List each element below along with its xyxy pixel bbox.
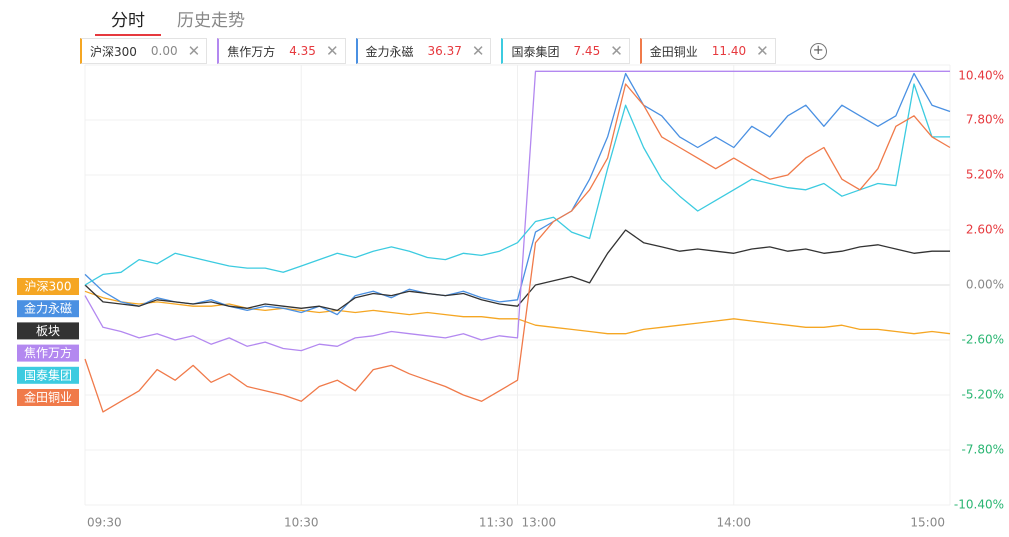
y-tick-label: 7.80% — [966, 113, 1004, 127]
x-tick-label: 15:00 — [910, 516, 945, 530]
y-tick-label: 0.00% — [966, 278, 1004, 292]
legend-name: 沪深300 — [90, 44, 137, 59]
close-icon[interactable]: ✕ — [756, 42, 769, 60]
side-label: 沪深300 — [25, 280, 72, 294]
legend-name: 金力永磁 — [365, 44, 414, 59]
tab[interactable]: 历史走势 — [177, 11, 245, 31]
legend-chip[interactable]: 金田铜业 11.40 ✕ — [639, 38, 776, 64]
legend-chip[interactable]: 焦作万方 4.35 ✕ — [217, 38, 346, 64]
legend-chip[interactable]: 沪深300 0.00 ✕ — [80, 38, 208, 64]
series-line — [84, 83, 950, 286]
y-tick-label: -7.80% — [962, 443, 1004, 457]
add-button[interactable]: + — [809, 42, 827, 60]
legend-name: 国泰集团 — [511, 44, 560, 59]
side-label-box — [17, 278, 79, 295]
x-tick-label: 10:30 — [284, 516, 319, 530]
close-icon[interactable]: ✕ — [325, 42, 339, 60]
series-line — [84, 83, 951, 413]
side-label: 金田铜业 — [24, 390, 72, 405]
tab[interactable]: 分时 — [95, 0, 161, 36]
close-icon[interactable]: ✕ — [610, 42, 623, 60]
legend-name: 焦作万方 — [227, 44, 276, 59]
side-label-box — [17, 300, 79, 318]
y-tick-label: 10.40% — [958, 69, 1004, 83]
series-line — [84, 70, 950, 352]
tabs: 分时 历史走势 — [95, 0, 261, 36]
legend-price: 0.00 — [150, 44, 178, 58]
legend-chip[interactable]: 国泰集团 7.45 ✕ — [501, 38, 630, 64]
y-tick-label: -5.20% — [962, 388, 1004, 402]
side-label-box — [17, 389, 79, 406]
series-line — [84, 229, 950, 312]
legend-chip[interactable]: 金力永磁 36.37 ✕ — [355, 38, 492, 64]
series-line — [84, 290, 951, 335]
side-label: 板块 — [36, 324, 60, 338]
x-tick-label: 11:30 — [479, 516, 514, 530]
legend: 沪深300 0.00 ✕ 焦作万方 4.35 ✕ 金力永磁 36.37 ✕ 国泰集团 7.45 ✕ 金田… — [80, 38, 827, 64]
side-label-box — [17, 322, 79, 340]
side-label: 焦作万方 — [24, 345, 72, 360]
side-label: 金力永磁 — [24, 301, 72, 316]
legend-name: 金田铜业 — [649, 44, 698, 59]
x-tick-label: 09:30 — [87, 516, 122, 530]
close-icon[interactable]: ✕ — [471, 42, 485, 60]
x-tick-label: 13:00 — [522, 516, 557, 530]
y-tick-label: -2.60% — [962, 333, 1004, 347]
close-icon[interactable]: ✕ — [187, 42, 201, 60]
legend-price: 36.37 — [427, 44, 462, 58]
y-tick-label: 2.60% — [966, 223, 1004, 237]
x-tick-label: 14:00 — [716, 516, 751, 530]
y-tick-label: -10.40% — [954, 498, 1004, 512]
y-tick-label: 5.20% — [966, 168, 1004, 182]
side-label-box — [17, 366, 79, 384]
legend-price: 7.45 — [573, 44, 601, 58]
side-label-box — [17, 344, 79, 362]
legend-price: 4.35 — [289, 44, 316, 58]
side-label: 国泰集团 — [24, 367, 72, 382]
legend-price: 11.40 — [711, 44, 747, 58]
